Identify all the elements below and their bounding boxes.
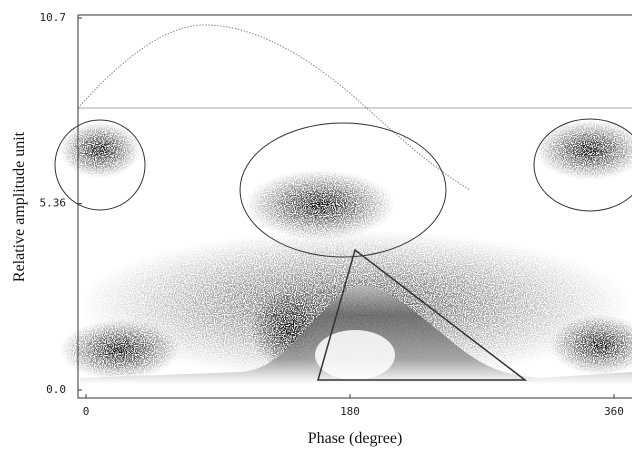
y-tick-label: 10.7	[40, 11, 67, 24]
y-tick-label: 5.36	[40, 197, 67, 210]
y-axis-label: Relative amplitude unit	[11, 131, 28, 282]
cluster-ellipse	[533, 118, 632, 212]
y-tick-label: 0.0	[46, 383, 66, 396]
x-tick-label: 0	[83, 405, 90, 418]
cluster-triangle	[317, 248, 528, 381]
x-tick-label: 180	[340, 405, 360, 418]
scatter-texture	[60, 120, 632, 384]
x-axis-label: Phase (degree)	[308, 430, 403, 447]
plot-frame	[77, 14, 632, 399]
cluster-ellipse	[54, 119, 146, 211]
cluster-ellipse	[239, 122, 447, 258]
sine-reference	[77, 24, 471, 191]
x-tick-label: 360	[604, 405, 624, 418]
annotations	[54, 24, 632, 381]
